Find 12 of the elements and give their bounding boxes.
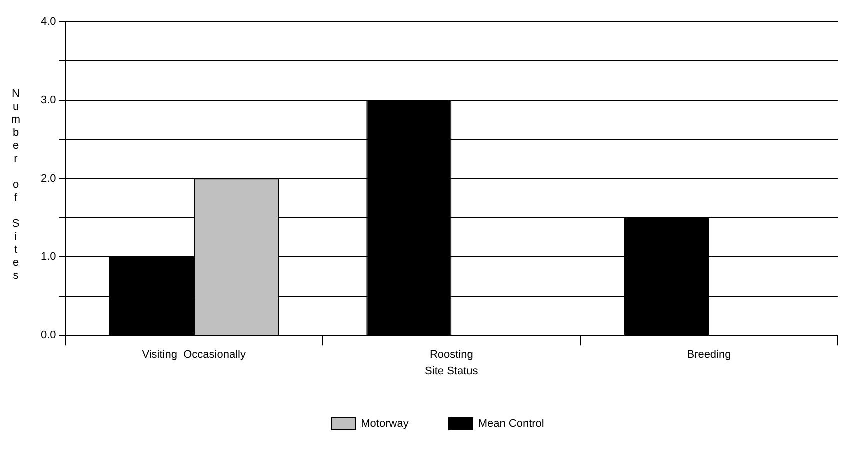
y-tick-label: 0.0 [40, 330, 56, 342]
x-tick-label: Visiting Occasionally [142, 349, 246, 362]
x-tick-label: Roosting [430, 349, 474, 362]
legend-label: Mean Control [478, 418, 544, 430]
x-tick-label: Breeding [687, 349, 732, 362]
y-axis-title: Number of Sites [10, 88, 22, 283]
y-tick-label: 1.0 [40, 251, 56, 264]
x-axis-title: Site Status [425, 365, 479, 378]
y-tick-label: 2.0 [40, 172, 56, 185]
y-tick-label: 4.0 [40, 16, 56, 28]
legend-label: Motorway [361, 418, 410, 430]
y-tick-label: 3.0 [40, 94, 56, 106]
